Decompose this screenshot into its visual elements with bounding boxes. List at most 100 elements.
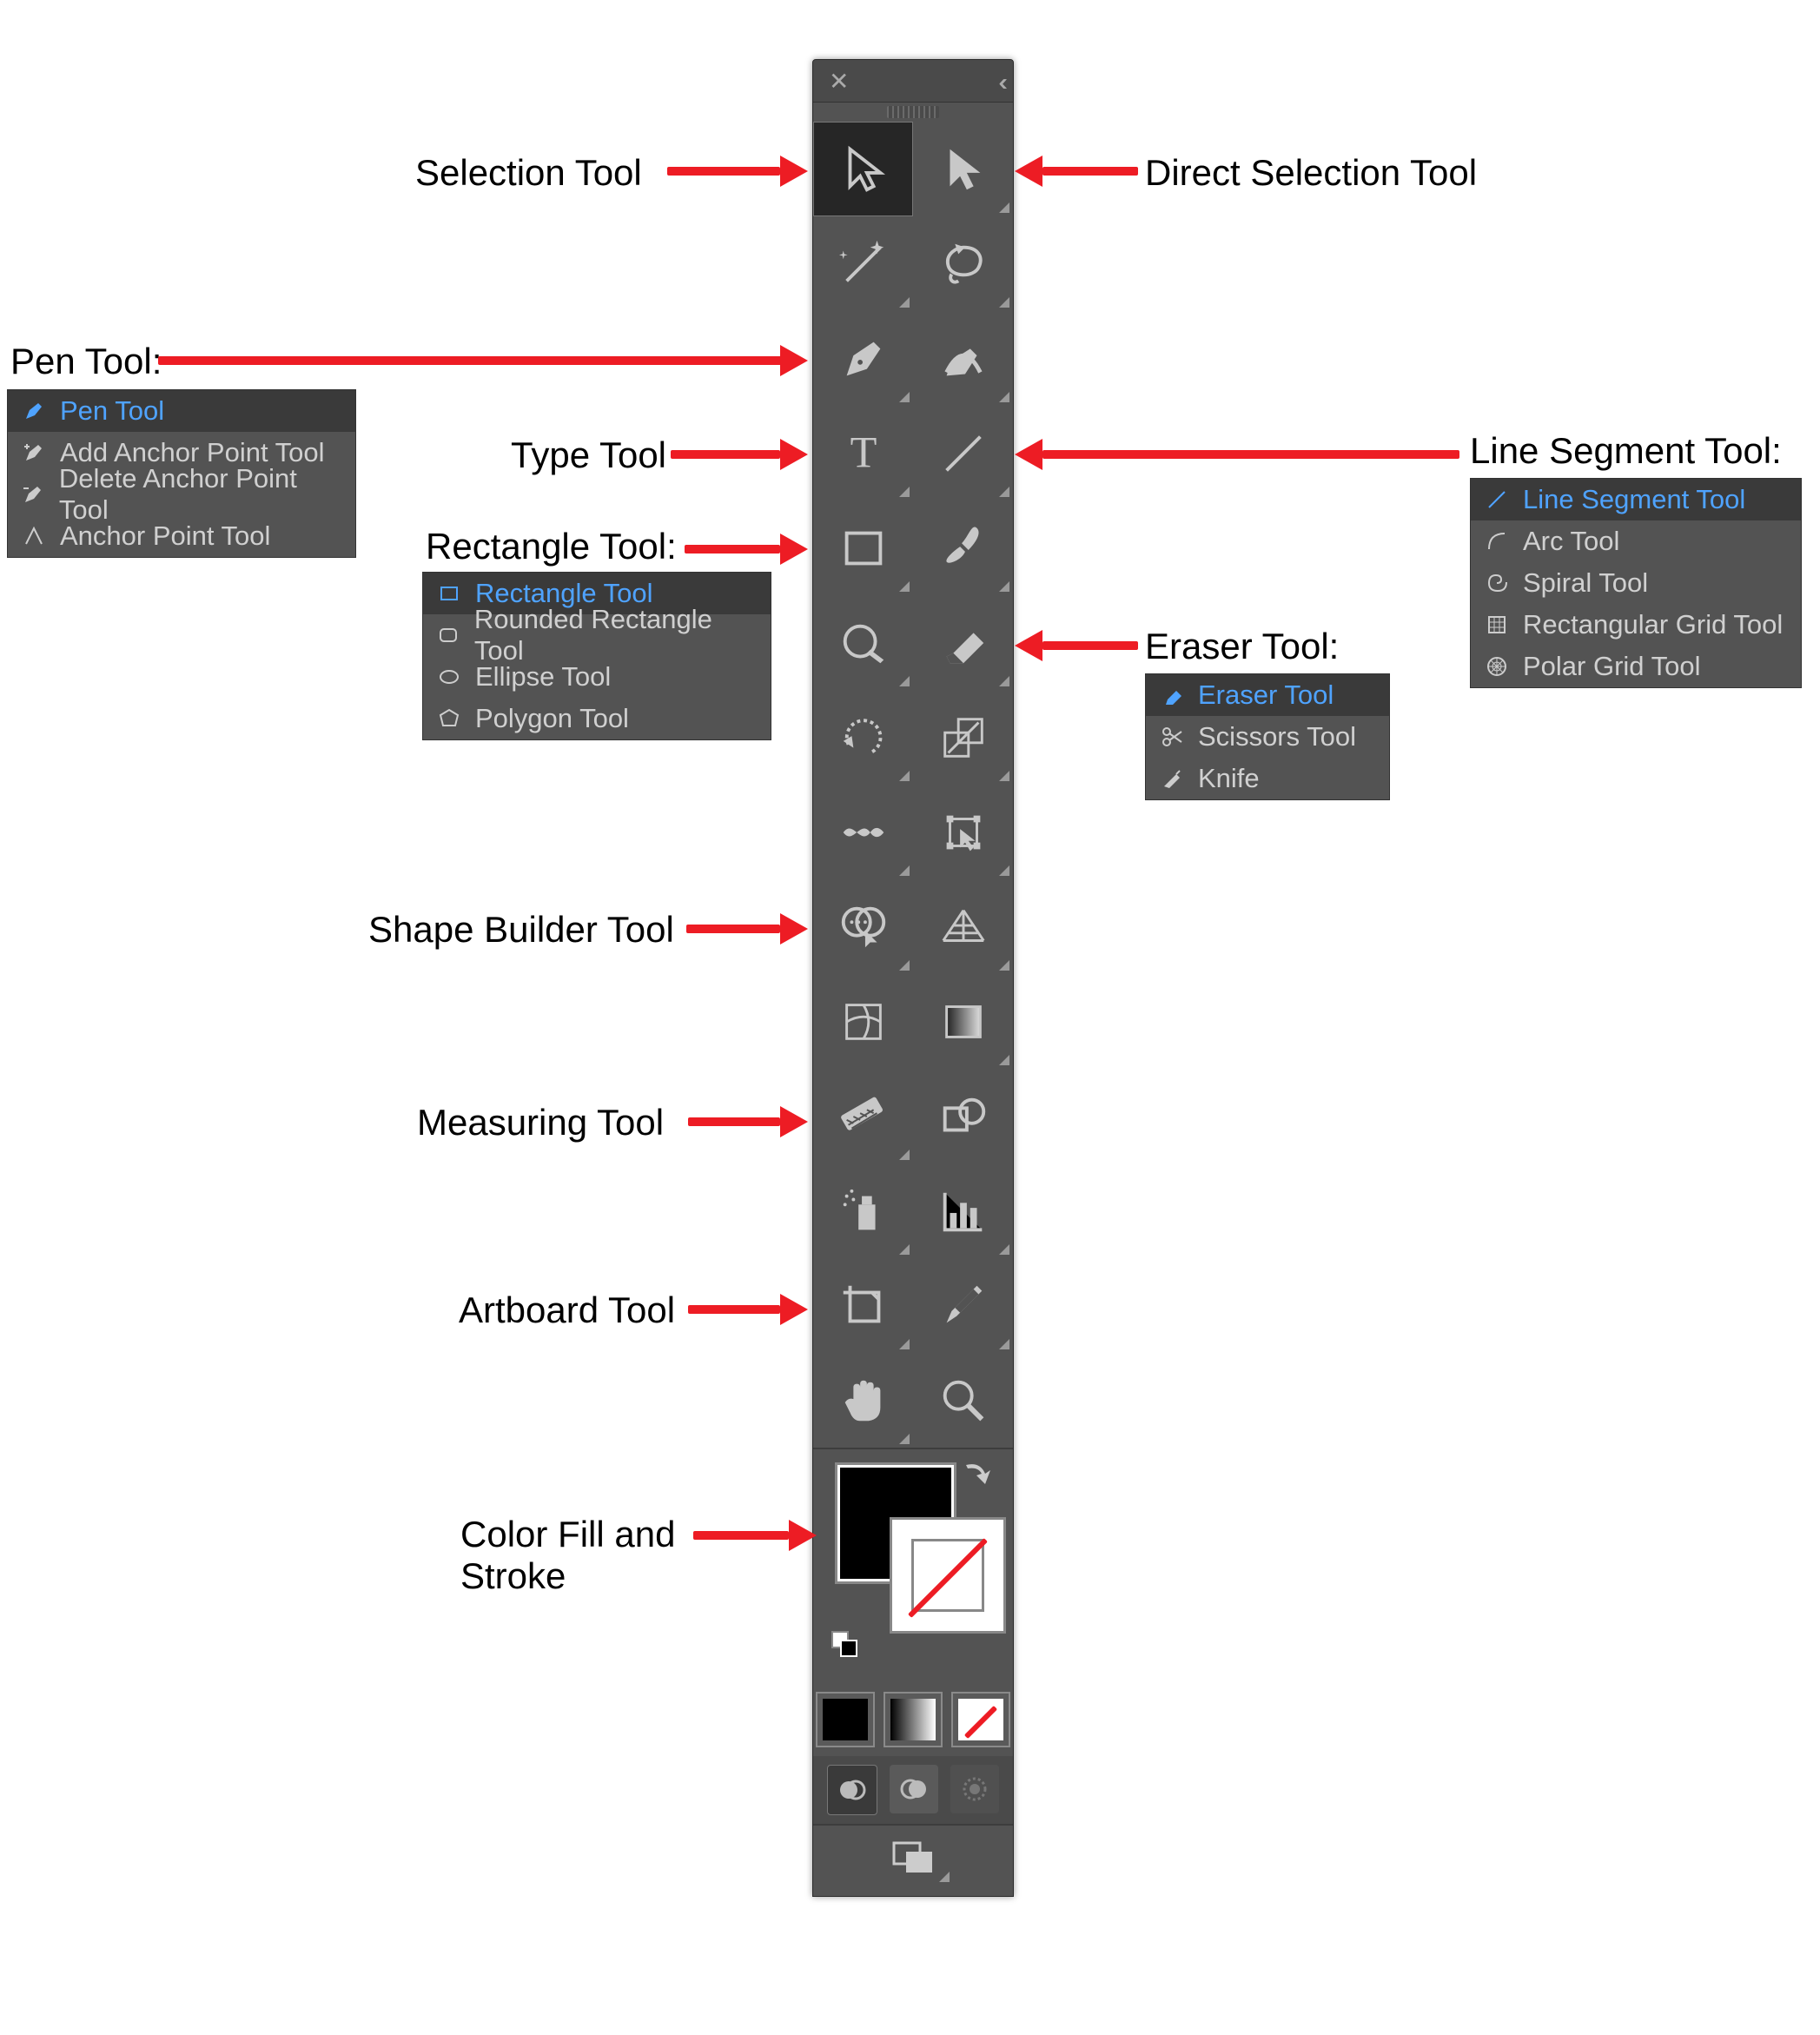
flyout-item-label: Scissors Tool (1198, 721, 1356, 752)
draw-normal[interactable] (827, 1765, 877, 1815)
lasso-tool[interactable] (913, 216, 1013, 311)
draw-mode-row (813, 1756, 1013, 1824)
mesh-tool[interactable] (813, 974, 913, 1069)
shape-builder-tool[interactable] (813, 879, 913, 974)
add-anchor-icon (20, 439, 48, 467)
pen-icon (837, 332, 890, 386)
eyedropper-icon (837, 1090, 890, 1143)
blend-tool[interactable] (913, 1069, 1013, 1163)
collapse-icon[interactable]: ‹‹ (998, 69, 1001, 96)
screen-mode-row (813, 1826, 1013, 1896)
selection-icon (837, 143, 890, 196)
close-icon[interactable]: ✕ (829, 70, 849, 94)
hand-icon (837, 1374, 890, 1428)
pen-flyout: Pen Tool Add Anchor Point Tool Delete An… (7, 389, 356, 558)
pen-tool[interactable] (813, 311, 913, 406)
color-mode-solid[interactable] (816, 1692, 875, 1747)
panel-grip[interactable] (813, 103, 1013, 122)
symbol-sprayer-icon (837, 1184, 890, 1238)
label-pen-title: Pen Tool: (10, 341, 162, 382)
knife-item[interactable]: Knife (1146, 758, 1389, 799)
rect-grid-item[interactable]: Rectangular Grid Tool (1471, 604, 1801, 646)
stroke-color-swatch[interactable] (890, 1517, 1006, 1634)
flyout-item-label: Polygon Tool (475, 703, 629, 734)
curvature-tool[interactable] (913, 311, 1013, 406)
knife-mini-icon (1158, 765, 1186, 792)
polygon-item[interactable]: Polygon Tool (423, 698, 771, 739)
scale-tool[interactable] (913, 690, 1013, 785)
rounded-rect-item[interactable]: Rounded Rectangle Tool (423, 614, 771, 656)
pen-tool-item[interactable]: Pen Tool (8, 390, 355, 432)
eraser-tool[interactable] (913, 595, 1013, 690)
blend-icon (936, 1090, 990, 1143)
color-mode-gradient[interactable] (884, 1692, 943, 1747)
type-tool[interactable]: T (813, 406, 913, 500)
color-mode-row (813, 1680, 1013, 1756)
artboard-tool[interactable] (813, 1258, 913, 1353)
tools-panel: ✕ ‹‹ (812, 59, 1014, 1897)
selection-tool[interactable] (813, 122, 913, 216)
delete-anchor-item[interactable]: Delete Anchor Point Tool (8, 474, 355, 515)
arc-item[interactable]: Arc Tool (1471, 520, 1801, 562)
width-icon (837, 805, 890, 859)
shaper-icon (837, 616, 890, 670)
direct-selection-tool[interactable] (913, 122, 1013, 216)
symbol-sprayer-tool[interactable] (813, 1163, 913, 1258)
perspective-grid-tool[interactable] (913, 879, 1013, 974)
draw-behind[interactable] (890, 1765, 938, 1813)
draw-inside[interactable] (950, 1765, 999, 1813)
paintbrush-icon (936, 521, 990, 575)
scale-icon (936, 711, 990, 765)
line-mini-icon (1483, 486, 1511, 514)
label-selection: Selection Tool (415, 152, 642, 194)
rotate-tool[interactable] (813, 690, 913, 785)
type-icon: T (837, 427, 890, 481)
label-artboard: Artboard Tool (459, 1289, 675, 1331)
line-segment-tool[interactable] (913, 406, 1013, 500)
spiral-item[interactable]: Spiral Tool (1471, 562, 1801, 604)
eraser-item[interactable]: Eraser Tool (1146, 674, 1389, 716)
flyout-item-label: Arc Tool (1523, 526, 1619, 557)
label-rectangle-title: Rectangle Tool: (426, 526, 677, 567)
magic-wand-tool[interactable] (813, 216, 913, 311)
gradient-icon (936, 995, 990, 1049)
line-flyout: Line Segment Tool Arc Tool Spiral Tool R… (1470, 478, 1802, 688)
free-transform-icon (936, 805, 990, 859)
color-mode-none[interactable] (951, 1692, 1010, 1747)
ellipse-mini-icon (435, 663, 463, 691)
hand-tool[interactable] (813, 1353, 913, 1448)
default-fill-stroke-icon[interactable] (829, 1628, 864, 1667)
label-fill-stroke: Color Fill and Stroke (460, 1514, 675, 1597)
line-item[interactable]: Line Segment Tool (1471, 479, 1801, 520)
label-measuring: Measuring Tool (417, 1102, 664, 1143)
paintbrush-tool[interactable] (913, 500, 1013, 595)
rect-mini-icon (435, 580, 463, 607)
artboard-icon (837, 1279, 890, 1333)
free-transform-tool[interactable] (913, 785, 1013, 879)
mesh-icon (837, 995, 890, 1049)
tool-grid: T (813, 122, 1013, 1448)
flyout-item-label: Pen Tool (60, 395, 164, 427)
gradient-tool[interactable] (913, 974, 1013, 1069)
line-icon (936, 427, 990, 481)
scissors-item[interactable]: Scissors Tool (1146, 716, 1389, 758)
flyout-item-label: Delete Anchor Point Tool (59, 463, 343, 526)
eyedropper-tool[interactable] (813, 1069, 913, 1163)
perspective-icon (936, 900, 990, 954)
column-graph-tool[interactable] (913, 1163, 1013, 1258)
swap-fill-stroke-icon[interactable] (959, 1456, 994, 1495)
screen-mode-button[interactable] (889, 1838, 937, 1880)
polygon-mini-icon (435, 705, 463, 732)
anchor-point-icon (20, 522, 48, 550)
slice-tool[interactable] (913, 1258, 1013, 1353)
shaper-tool[interactable] (813, 595, 913, 690)
rectangle-tool[interactable] (813, 500, 913, 595)
arc-mini-icon (1483, 527, 1511, 555)
scissors-mini-icon (1158, 723, 1186, 751)
polar-grid-item[interactable]: Polar Grid Tool (1471, 646, 1801, 687)
zoom-tool[interactable] (913, 1353, 1013, 1448)
pen-icon (20, 397, 48, 425)
label-type: Type Tool (511, 434, 666, 476)
width-tool[interactable] (813, 785, 913, 879)
curvature-icon (936, 332, 990, 386)
